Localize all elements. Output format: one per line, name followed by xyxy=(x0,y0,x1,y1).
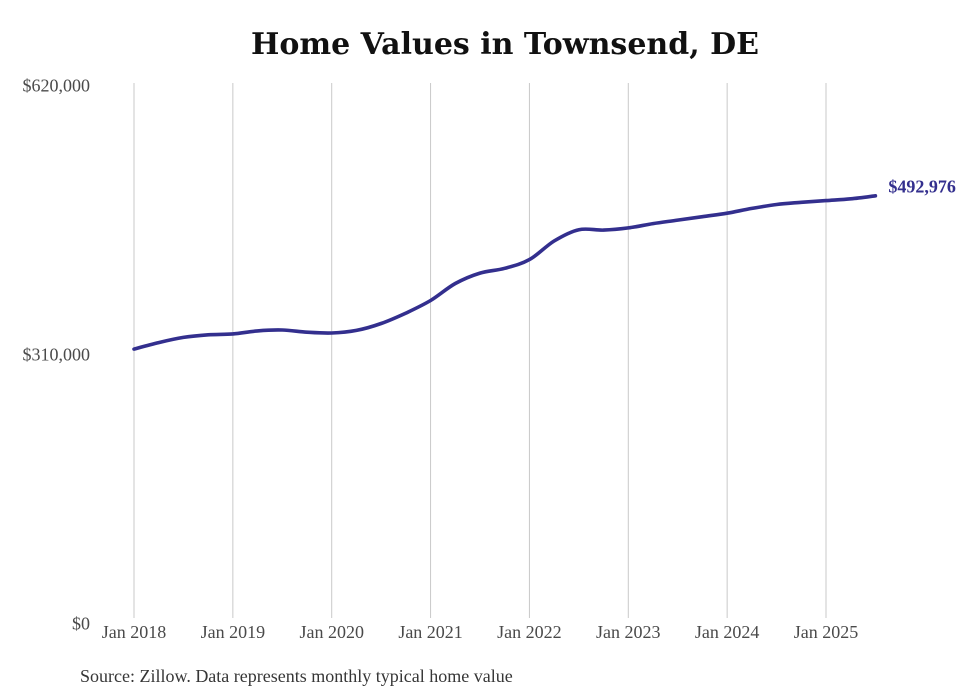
x-axis-tick-label: Jan 2023 xyxy=(596,622,661,642)
x-axis-tick-label: Jan 2019 xyxy=(200,622,266,642)
x-axis-tick-label: Jan 2018 xyxy=(101,622,167,642)
x-axis-tick-label: Jan 2024 xyxy=(694,622,760,642)
y-axis-tick-label: $310,000 xyxy=(22,344,91,365)
x-axis-tick-label: Jan 2022 xyxy=(497,622,562,642)
x-axis-tick-label: Jan 2020 xyxy=(299,622,364,642)
y-axis-tick-label: $620,000 xyxy=(22,75,91,95)
y-axis-tick-label: $0 xyxy=(72,613,90,634)
x-axis-tick-label: Jan 2025 xyxy=(793,622,859,642)
chart-title: Home Values in Townsend, DE xyxy=(251,27,759,62)
source-note: Source: Zillow. Data represents monthly … xyxy=(80,666,513,686)
latest-value-label: $492,976 xyxy=(888,176,956,197)
home-value-line xyxy=(132,194,878,351)
x-axis-tick-label: Jan 2021 xyxy=(398,622,463,642)
